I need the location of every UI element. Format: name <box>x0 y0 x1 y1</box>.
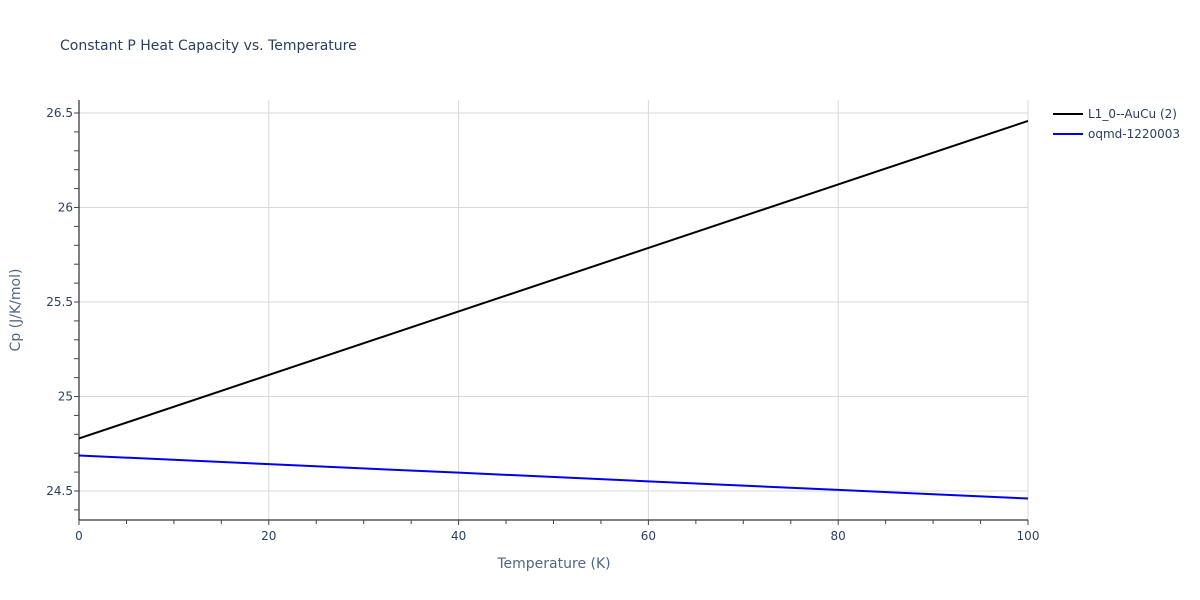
grid-lines <box>79 100 1029 520</box>
series-line[interactable] <box>78 119 1029 440</box>
x-tick-label: 0 <box>75 529 83 543</box>
y-tick-label: 26.5 <box>46 106 73 120</box>
x-tick-label: 60 <box>641 529 656 543</box>
y-axis-title: Cp (J/K/mol) <box>8 269 24 352</box>
series-line[interactable] <box>78 454 1029 500</box>
legend-item[interactable]: L1_0--AuCu (2) <box>1053 107 1177 121</box>
x-tick-label: 20 <box>261 529 276 543</box>
x-axis-title: Temperature (K) <box>496 556 610 572</box>
legend-label: L1_0--AuCu (2) <box>1088 107 1177 121</box>
x-tick-label: 40 <box>451 529 466 543</box>
legend[interactable]: L1_0--AuCu (2) oqmd-1220003 <box>1053 107 1180 141</box>
axes: 0 20 40 60 80 100 24.5 25 25.5 26 26.5 <box>46 100 1039 543</box>
plot-area[interactable] <box>78 119 1029 500</box>
legend-label: oqmd-1220003 <box>1088 127 1180 141</box>
x-tick-label: 100 <box>1017 529 1040 543</box>
chart-title: Constant P Heat Capacity vs. Temperature <box>60 38 357 54</box>
y-tick-label: 24.5 <box>46 484 73 498</box>
y-tick-label: 25.5 <box>46 295 73 309</box>
y-tick-label: 26 <box>58 201 73 215</box>
legend-item[interactable]: oqmd-1220003 <box>1053 127 1180 141</box>
x-tick-label: 80 <box>831 529 846 543</box>
y-tick-label: 25 <box>58 390 73 404</box>
